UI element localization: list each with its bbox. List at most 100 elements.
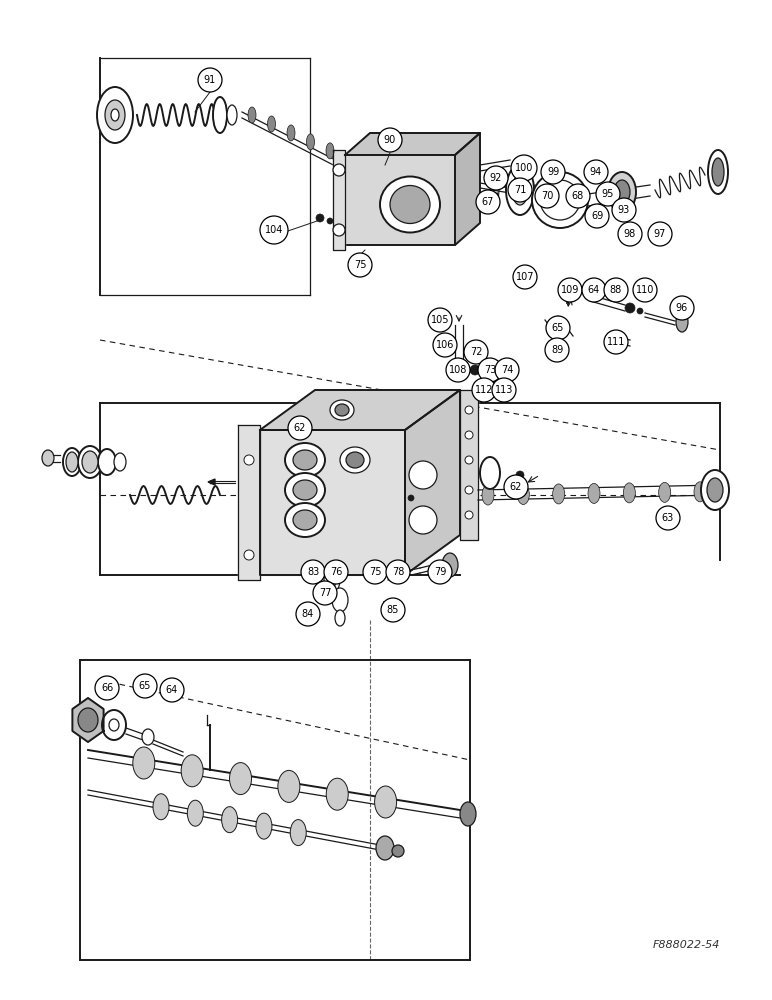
Circle shape	[604, 330, 628, 354]
Text: 88: 88	[610, 285, 622, 295]
Ellipse shape	[153, 794, 169, 820]
Circle shape	[296, 602, 320, 626]
Text: 67: 67	[482, 197, 494, 207]
Ellipse shape	[293, 450, 317, 470]
Circle shape	[472, 378, 496, 402]
Ellipse shape	[465, 486, 473, 494]
Ellipse shape	[320, 566, 340, 594]
Circle shape	[511, 155, 537, 181]
Text: 73: 73	[484, 365, 496, 375]
Ellipse shape	[552, 344, 564, 356]
Text: 62: 62	[294, 423, 306, 433]
Text: 65: 65	[552, 323, 564, 333]
Ellipse shape	[333, 224, 345, 236]
Circle shape	[386, 560, 410, 584]
Circle shape	[545, 338, 569, 362]
Circle shape	[508, 178, 532, 202]
Circle shape	[585, 204, 609, 228]
Circle shape	[433, 333, 457, 357]
Ellipse shape	[63, 448, 81, 476]
Circle shape	[428, 560, 452, 584]
Text: F888022-54: F888022-54	[652, 940, 720, 950]
Ellipse shape	[256, 813, 272, 839]
Ellipse shape	[213, 97, 227, 133]
Circle shape	[464, 340, 488, 364]
Circle shape	[596, 182, 620, 206]
Text: 72: 72	[469, 347, 482, 357]
Text: 111: 111	[607, 337, 625, 347]
Ellipse shape	[335, 404, 349, 416]
Ellipse shape	[306, 134, 314, 150]
Polygon shape	[345, 133, 480, 155]
Circle shape	[198, 68, 222, 92]
Text: 98: 98	[624, 229, 636, 239]
Circle shape	[95, 676, 119, 700]
Text: 75: 75	[369, 567, 381, 577]
Ellipse shape	[133, 747, 155, 779]
Ellipse shape	[327, 778, 348, 810]
Ellipse shape	[442, 553, 458, 577]
Text: 76: 76	[330, 567, 342, 577]
Text: 75: 75	[354, 260, 366, 270]
Ellipse shape	[408, 495, 414, 501]
Polygon shape	[238, 425, 260, 580]
Circle shape	[160, 678, 184, 702]
Polygon shape	[405, 390, 460, 575]
Circle shape	[260, 216, 288, 244]
Text: 104: 104	[265, 225, 283, 235]
Ellipse shape	[330, 400, 354, 420]
Circle shape	[604, 278, 628, 302]
Text: 69: 69	[591, 211, 603, 221]
Ellipse shape	[285, 473, 325, 507]
Polygon shape	[455, 133, 480, 245]
Ellipse shape	[701, 470, 729, 510]
Text: 96: 96	[676, 303, 688, 313]
Text: 91: 91	[204, 75, 216, 85]
Text: 78: 78	[392, 567, 405, 577]
Ellipse shape	[409, 461, 437, 489]
Circle shape	[670, 296, 694, 320]
Ellipse shape	[181, 755, 203, 787]
Circle shape	[378, 128, 402, 152]
Circle shape	[633, 278, 657, 302]
Ellipse shape	[517, 484, 530, 504]
Ellipse shape	[293, 510, 317, 530]
Ellipse shape	[625, 303, 635, 313]
Text: 84: 84	[302, 609, 314, 619]
Circle shape	[558, 278, 582, 302]
Ellipse shape	[374, 562, 386, 582]
Ellipse shape	[78, 446, 102, 478]
Circle shape	[301, 560, 325, 584]
Polygon shape	[260, 430, 405, 575]
Ellipse shape	[285, 503, 325, 537]
Circle shape	[313, 581, 337, 605]
Ellipse shape	[105, 100, 125, 130]
Ellipse shape	[327, 218, 333, 224]
Ellipse shape	[97, 87, 133, 143]
Ellipse shape	[540, 180, 580, 220]
Ellipse shape	[142, 729, 154, 745]
Circle shape	[428, 308, 452, 332]
Text: 65: 65	[139, 681, 151, 691]
Text: 99: 99	[547, 167, 559, 177]
Text: 66: 66	[101, 683, 113, 693]
Ellipse shape	[409, 506, 437, 534]
Ellipse shape	[335, 610, 345, 626]
Circle shape	[584, 160, 608, 184]
Text: 109: 109	[560, 285, 579, 295]
Text: 68: 68	[572, 191, 584, 201]
Text: 64: 64	[166, 685, 178, 695]
Ellipse shape	[623, 483, 635, 503]
Circle shape	[324, 560, 348, 584]
Text: 95: 95	[602, 189, 615, 199]
Ellipse shape	[482, 372, 492, 382]
Ellipse shape	[553, 484, 564, 504]
Ellipse shape	[516, 471, 524, 479]
Ellipse shape	[244, 455, 254, 465]
Text: 112: 112	[475, 385, 493, 395]
Ellipse shape	[506, 165, 534, 215]
Ellipse shape	[465, 456, 473, 464]
Ellipse shape	[227, 105, 237, 125]
Text: 85: 85	[387, 605, 399, 615]
Text: 90: 90	[384, 135, 396, 145]
